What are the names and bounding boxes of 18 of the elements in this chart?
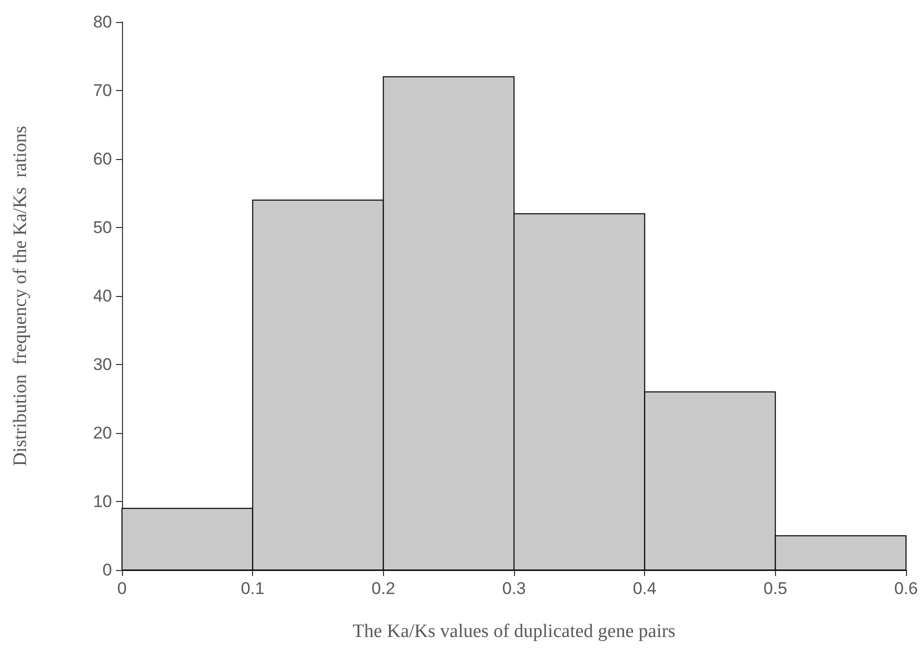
- y-tick-label: 60: [93, 150, 112, 168]
- x-tick-label: 0.6: [894, 579, 918, 598]
- x-tick-label: 0.1: [240, 579, 264, 598]
- y-tick-label: 0: [102, 560, 112, 580]
- y-tick-label: 80: [93, 12, 112, 32]
- y-tick-label: 30: [93, 355, 112, 374]
- y-axis-title: Distribution frequency of the Ka/Ks rations: [10, 126, 31, 466]
- y-tick-label: 20: [93, 424, 112, 442]
- x-tick-label: 0.3: [502, 579, 526, 598]
- x-tick-label: 0.5: [764, 579, 788, 598]
- x-axis-title: The Ka/Ks values of duplicated gene pairs: [352, 621, 676, 642]
- x-tick-label: 0.4: [632, 579, 656, 598]
- x-tick-label: 0.2: [372, 579, 396, 598]
- y-tick-label: 70: [93, 81, 112, 100]
- x-tick-label: 0: [117, 579, 127, 598]
- y-tick-label: 10: [93, 492, 112, 511]
- y-tick-label: 40: [93, 286, 112, 306]
- y-tick-label: 50: [93, 218, 112, 237]
